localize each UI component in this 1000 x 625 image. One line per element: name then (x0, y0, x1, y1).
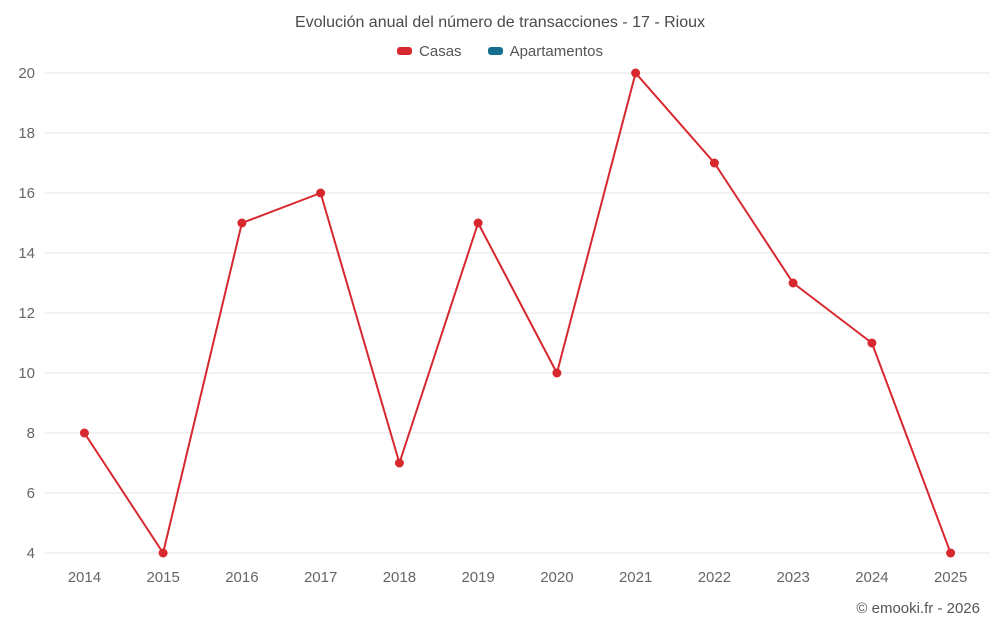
svg-text:2015: 2015 (146, 569, 179, 586)
svg-text:16: 16 (18, 185, 35, 202)
legend-item-apartamentos[interactable]: Apartamentos (487, 42, 603, 60)
svg-text:2016: 2016 (225, 569, 258, 586)
chart-title: Evolución anual del número de transaccio… (294, 14, 705, 31)
chart-container: Evolución anual del número de transaccio… (0, 14, 1000, 617)
svg-text:2017: 2017 (304, 569, 337, 586)
svg-text:14: 14 (18, 245, 35, 262)
svg-text:8: 8 (27, 425, 35, 442)
svg-text:2018: 2018 (383, 569, 416, 586)
legend-label-apartamentos: Apartamentos (509, 42, 603, 60)
svg-text:2014: 2014 (68, 569, 101, 586)
legend-swatch-apartamentos (487, 47, 503, 55)
svg-text:6: 6 (27, 485, 35, 502)
svg-text:2024: 2024 (855, 569, 888, 586)
svg-text:4: 4 (27, 545, 35, 562)
copyright: © emooki.fr - 2026 (856, 600, 980, 617)
svg-text:18: 18 (18, 125, 35, 142)
legend-swatch-casas (397, 47, 413, 55)
legend-label-casas: Casas (419, 42, 462, 60)
svg-text:2021: 2021 (619, 569, 652, 586)
svg-text:2023: 2023 (776, 569, 809, 586)
svg-text:12: 12 (18, 305, 35, 322)
legend: Casas Apartamentos (0, 41, 1000, 61)
legend-item-casas[interactable]: Casas (397, 43, 462, 60)
line-chart: 4 6 8 10 12 14 16 18 20 2014 2015 2016 2017 2018 2019 2… (18, 65, 990, 586)
svg-text:10: 10 (18, 365, 35, 382)
svg-text:2025: 2025 (934, 569, 967, 586)
svg-text:2020: 2020 (540, 569, 573, 586)
svg-text:2019: 2019 (461, 569, 494, 586)
svg-text:20: 20 (18, 65, 35, 82)
svg-text:2022: 2022 (698, 569, 731, 586)
